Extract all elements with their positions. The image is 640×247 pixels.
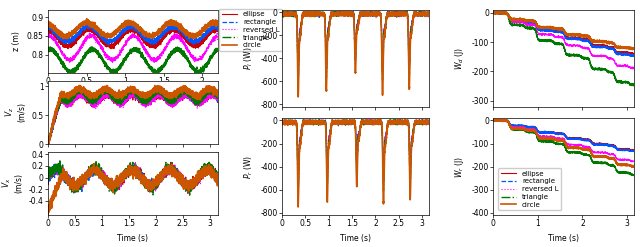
Y-axis label: z (m): z (m): [12, 32, 21, 51]
X-axis label: $x$ (m): $x$ (m): [122, 92, 144, 104]
Legend: ellipse, rectangle, reversed L, triangle, circle: ellipse, rectangle, reversed L, triangle…: [499, 168, 561, 210]
X-axis label: Time (s): Time (s): [340, 234, 371, 243]
X-axis label: Time (s): Time (s): [117, 234, 148, 243]
Y-axis label: $V_x$
(m/s): $V_x$ (m/s): [1, 173, 24, 193]
X-axis label: Time (s): Time (s): [548, 234, 579, 243]
Y-axis label: $W_d$ (J): $W_d$ (J): [453, 47, 467, 70]
Y-axis label: $P_l$ (W): $P_l$ (W): [242, 46, 255, 70]
Y-axis label: $W_r$ (J): $W_r$ (J): [453, 156, 467, 178]
Legend: ellipse, rectangle, reversed L, triangle, circle: ellipse, rectangle, reversed L, triangle…: [220, 9, 282, 51]
Y-axis label: $V_z$
(m/s): $V_z$ (m/s): [3, 103, 26, 122]
Y-axis label: $P_r$ (W): $P_r$ (W): [242, 154, 255, 179]
